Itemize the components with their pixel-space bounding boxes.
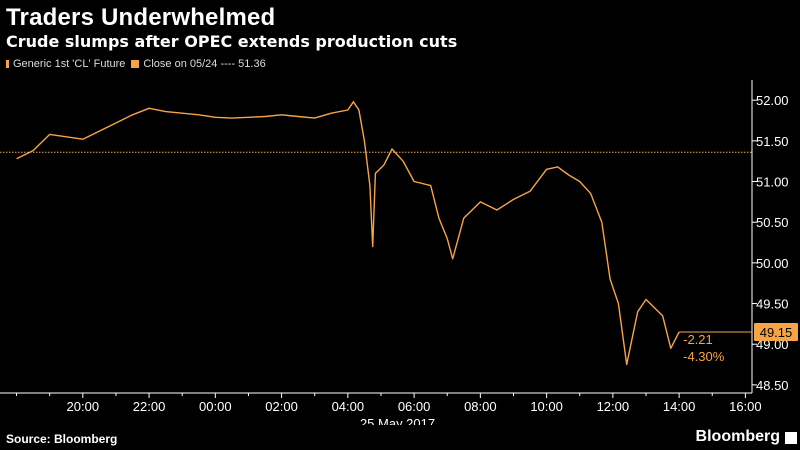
- x-axis-label: 25 May 2017: [360, 416, 435, 425]
- last-value-badge: [754, 323, 798, 341]
- legend-close-label: Close on 05/24 ---- 51.36: [143, 58, 266, 70]
- x-tick-label: 06:00: [398, 399, 431, 414]
- source-note: Source: Bloomberg: [6, 432, 118, 446]
- legend-close: Close on 05/24 ---- 51.36: [131, 58, 266, 70]
- chart-legend: Generic 1st 'CL' Future Close on 05/24 -…: [6, 58, 266, 70]
- y-tick-label: 52.00: [756, 93, 789, 108]
- legend-close-swatch: [131, 60, 140, 68]
- brand-logo: Bloomberg: [695, 428, 780, 445]
- line-chart: 48.5049.0049.5050.0050.5051.0051.5052.00…: [0, 80, 798, 425]
- x-tick-label: 08:00: [464, 399, 497, 414]
- x-tick-label: 10:00: [530, 399, 563, 414]
- y-tick-label: 51.50: [756, 134, 789, 149]
- legend-series-swatch: [6, 60, 9, 68]
- y-tick-label: 50.50: [756, 215, 789, 230]
- brand-mark-icon: [785, 432, 797, 444]
- price-series-line: [16, 101, 680, 366]
- legend-series-label: Generic 1st 'CL' Future: [13, 58, 126, 70]
- x-tick-label: 00:00: [199, 399, 232, 414]
- legend-series: Generic 1st 'CL' Future: [6, 58, 125, 70]
- x-tick-label: 22:00: [133, 399, 166, 414]
- x-tick-label: 16:00: [729, 399, 762, 414]
- y-tick-label: 48.50: [756, 378, 789, 393]
- y-tick-label: 50.00: [756, 256, 789, 271]
- chart-subtitle: Crude slumps after OPEC extends producti…: [6, 32, 458, 51]
- y-tick-label: 51.00: [756, 175, 789, 190]
- chart-title: Traders Underwhelmed: [6, 4, 276, 31]
- x-tick-label: 12:00: [597, 399, 630, 414]
- change-percent-label: -4.30%: [683, 349, 725, 364]
- x-tick-label: 02:00: [265, 399, 298, 414]
- x-tick-label: 20:00: [67, 399, 100, 414]
- y-tick-label: 49.50: [756, 297, 789, 312]
- x-tick-label: 14:00: [663, 399, 696, 414]
- x-tick-label: 04:00: [332, 399, 365, 414]
- last-value-label: 49.15: [760, 325, 793, 340]
- change-value-label: -2.21: [683, 332, 713, 347]
